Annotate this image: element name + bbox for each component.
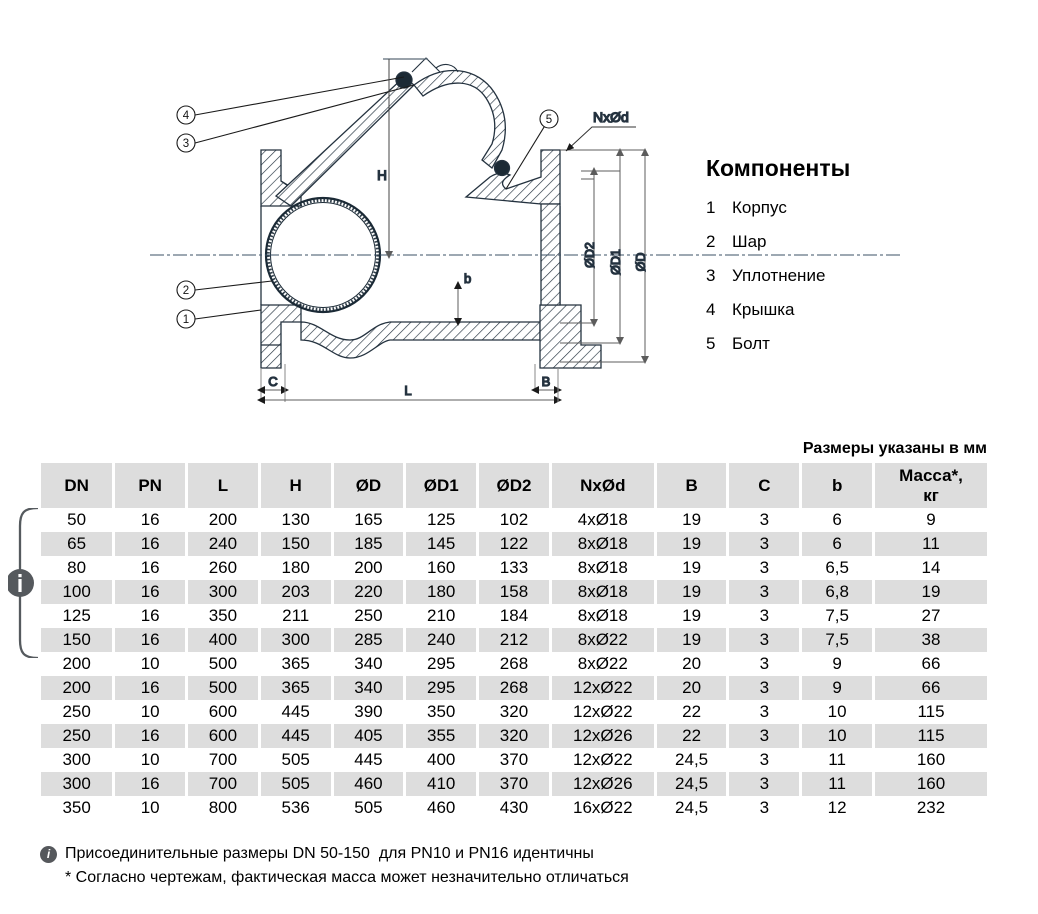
svg-text:B: B: [542, 374, 551, 389]
svg-text:3: 3: [183, 138, 189, 150]
svg-text:1: 1: [183, 314, 189, 326]
svg-text:2: 2: [183, 285, 189, 297]
svg-text:ØD: ØD: [634, 253, 648, 272]
svg-text:C: C: [268, 374, 277, 389]
svg-text:NxØd: NxØd: [593, 109, 629, 125]
svg-text:H: H: [377, 168, 387, 183]
svg-text:ØD2: ØD2: [583, 242, 597, 268]
svg-text:ØD1: ØD1: [609, 249, 623, 275]
svg-text:b: b: [464, 271, 471, 286]
svg-text:L: L: [404, 383, 411, 398]
svg-text:4: 4: [183, 110, 190, 122]
svg-text:5: 5: [546, 114, 552, 126]
